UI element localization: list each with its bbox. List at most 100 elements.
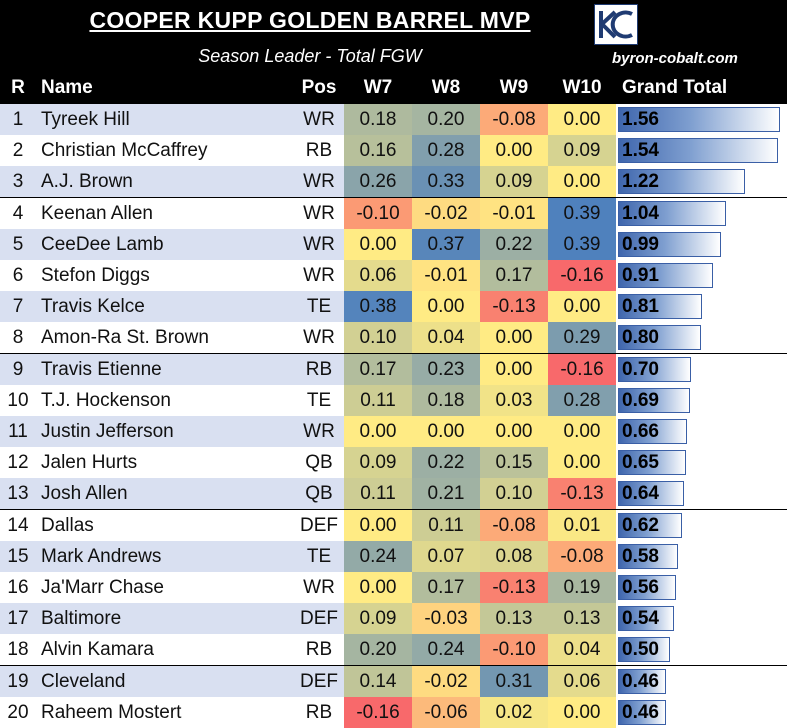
week-value-cell: 0.06: [548, 665, 616, 697]
player-name-cell: T.J. Hockenson: [41, 389, 171, 411]
column-header-w10: W10: [562, 77, 602, 98]
website-link[interactable]: byron-cobalt.com: [612, 50, 738, 67]
grand-total-bar: [618, 668, 666, 694]
week-value-cell: 0.09: [344, 603, 412, 635]
week-value-cell: 0.19: [548, 572, 616, 603]
rank-cell: 18: [7, 639, 29, 661]
week-value-cell: 0.39: [548, 197, 616, 229]
position-cell: TE: [306, 389, 332, 411]
table-row: 4 Keenan Allen WR -0.10 -0.02 -0.01 0.39 1.04: [0, 197, 787, 229]
column-header-pos: Pos: [301, 77, 337, 98]
rank-cell: 6: [12, 265, 24, 286]
week-value-cell: 0.29: [548, 322, 616, 354]
grand-total-bar: [618, 200, 726, 226]
week-value-cell: -0.16: [548, 353, 616, 385]
grand-total-bar: [618, 387, 690, 413]
week-value-cell: 0.10: [344, 322, 412, 354]
grand-total-value: 1.56: [622, 109, 659, 130]
week-value-cell: 0.00: [480, 416, 548, 447]
week-value-cell: -0.13: [480, 291, 548, 323]
rank-cell: 7: [12, 296, 24, 318]
grand-total-value: 0.62: [622, 514, 659, 536]
column-header-rank: R: [11, 77, 25, 98]
grand-total-value: 0.70: [622, 358, 659, 380]
grand-total-bar: [618, 294, 703, 320]
grand-total-value: 0.46: [622, 701, 659, 723]
rank-cell: 11: [8, 421, 28, 442]
position-cell: DEF: [300, 514, 338, 536]
table-row: 9 Travis Etienne RB 0.17 0.23 0.00 -0.16 0.70: [0, 353, 787, 385]
week-value-cell: -0.16: [548, 260, 616, 291]
week-value-cell: 0.00: [412, 291, 480, 323]
week-value-cell: -0.13: [548, 478, 616, 510]
table-row: 7 Travis Kelce TE 0.38 0.00 -0.13 0.00 0.81: [0, 291, 787, 323]
grand-total-value: 0.46: [622, 670, 659, 692]
week-value-cell: 0.14: [344, 665, 412, 697]
week-value-cell: -0.06: [412, 696, 480, 728]
grand-total-bar: [618, 543, 679, 569]
column-header-w8: W8: [431, 77, 461, 98]
grand-total-bar: [618, 450, 686, 476]
table-row: 10 T.J. Hockenson TE 0.11 0.18 0.03 0.28 0.69: [0, 384, 787, 416]
table-row: 19 Cleveland DEF 0.14 -0.02 0.31 0.06 0.46: [0, 665, 787, 697]
header: COOPER KUPP GOLDEN BARREL MVP Season Lea…: [0, 0, 787, 104]
week-value-cell: 0.03: [480, 384, 548, 416]
rank-cell: 5: [12, 233, 24, 255]
grand-total-bar: [618, 231, 721, 257]
week-value-cell: 0.16: [344, 135, 412, 167]
week-value-cell: 0.00: [480, 322, 548, 354]
rank-cell: 1: [12, 109, 24, 130]
grand-total-bar: [618, 481, 685, 507]
position-cell: RB: [305, 140, 333, 162]
rank-cell: 12: [7, 452, 29, 474]
grand-total-value: 0.99: [622, 233, 659, 255]
week-value-cell: 0.07: [412, 540, 480, 572]
position-cell: DEF: [300, 670, 338, 692]
week-value-cell: 0.09: [344, 447, 412, 479]
position-cell: WR: [303, 577, 335, 598]
table-row: 2 Christian McCaffrey RB 0.16 0.28 0.00 0.09 1.…: [0, 135, 787, 167]
rank-cell: 19: [7, 670, 29, 692]
table-row: 3 A.J. Brown WR 0.26 0.33 0.09 0.00 1.22: [0, 166, 787, 198]
player-name-cell: Christian McCaffrey: [41, 140, 208, 162]
grand-total-value: 0.69: [622, 389, 659, 411]
week-value-cell: 0.33: [412, 166, 480, 198]
week-value-cell: -0.08: [548, 540, 616, 572]
table-row: 5 CeeDee Lamb WR 0.00 0.37 0.22 0.39 0.99: [0, 228, 787, 260]
rank-cell: 17: [7, 608, 29, 630]
week-value-cell: -0.10: [344, 197, 412, 229]
position-cell: TE: [306, 296, 332, 318]
week-value-cell: 0.22: [480, 228, 548, 260]
player-name-cell: Raheem Mostert: [41, 701, 182, 723]
player-name-cell: Ja'Marr Chase: [41, 577, 164, 598]
rank-cell: 16: [7, 577, 29, 598]
week-value-cell: 0.13: [548, 603, 616, 635]
week-value-cell: 0.22: [412, 447, 480, 479]
column-header-w9: W9: [499, 77, 529, 98]
week-value-cell: 0.24: [344, 540, 412, 572]
rank-cell: 20: [7, 701, 29, 723]
position-cell: RB: [305, 358, 333, 380]
player-name-cell: Cleveland: [41, 670, 126, 692]
rank-cell: 14: [7, 514, 29, 536]
week-value-cell: 0.11: [412, 509, 480, 541]
table-row: 18 Alvin Kamara RB 0.20 0.24 -0.10 0.04 0.50: [0, 634, 787, 666]
player-name-cell: Dallas: [41, 514, 94, 536]
position-cell: WR: [303, 171, 335, 193]
week-value-cell: 0.08: [480, 540, 548, 572]
week-value-cell: 0.39: [548, 228, 616, 260]
grand-total-value: 0.64: [622, 483, 659, 505]
rank-cell: 3: [12, 171, 24, 193]
week-value-cell: 0.26: [344, 166, 412, 198]
position-cell: QB: [305, 452, 333, 474]
rank-cell: 15: [7, 545, 29, 567]
week-value-cell: 0.38: [344, 291, 412, 323]
player-name-cell: Alvin Kamara: [41, 639, 154, 661]
week-value-cell: -0.08: [480, 509, 548, 541]
week-value-cell: -0.01: [412, 260, 480, 291]
week-value-cell: 0.00: [548, 447, 616, 479]
grand-total-value: 0.56: [622, 577, 659, 598]
week-value-cell: 0.17: [412, 572, 480, 603]
week-value-cell: 0.00: [344, 416, 412, 447]
rank-cell: 9: [12, 358, 24, 380]
